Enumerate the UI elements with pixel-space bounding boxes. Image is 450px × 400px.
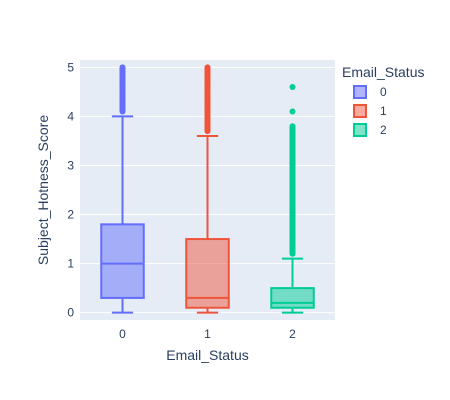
y-tick-labels: 0 1 2 3 4 5 (67, 60, 74, 319)
x-tick-label: 1 (204, 327, 211, 341)
outlier-point (289, 123, 296, 130)
legend-swatch (353, 85, 367, 99)
y-tick-label: 1 (67, 257, 74, 271)
outlier-point (289, 108, 296, 115)
outlier-point (204, 64, 211, 71)
box-2 (270, 83, 315, 314)
boxes (100, 64, 315, 314)
y-tick-label: 5 (67, 60, 74, 74)
box-iqr (100, 223, 145, 299)
box-iqr (270, 287, 315, 309)
legend-label: 2 (380, 123, 387, 137)
legend-item-2: 2 (353, 123, 387, 137)
y-tick-label: 4 (67, 109, 74, 123)
legend-item-0: 0 (353, 85, 387, 99)
x-tick-label: 0 (119, 327, 126, 341)
legend-label: 0 (380, 85, 387, 99)
legend-swatch (353, 104, 367, 118)
box-iqr (185, 238, 230, 309)
legend-swatch (353, 123, 367, 137)
box-0 (100, 64, 145, 314)
y-tick-label: 2 (67, 208, 74, 222)
x-tick-label: 2 (289, 327, 296, 341)
legend-title: Email_Status (342, 64, 424, 80)
legend-item-1: 1 (353, 104, 387, 118)
legend: Email_Status 0 1 2 (342, 64, 424, 137)
outlier-point (289, 83, 296, 90)
box-1 (185, 64, 230, 314)
x-axis-title: Email_Status (166, 347, 248, 363)
y-axis-title: Subject_Hotness_Score (35, 115, 51, 265)
y-tick-label: 0 (67, 306, 74, 320)
y-tick-label: 3 (67, 158, 74, 172)
legend-label: 1 (380, 104, 387, 118)
x-tick-labels: 0 1 2 (119, 327, 296, 341)
outlier-point (119, 64, 126, 71)
